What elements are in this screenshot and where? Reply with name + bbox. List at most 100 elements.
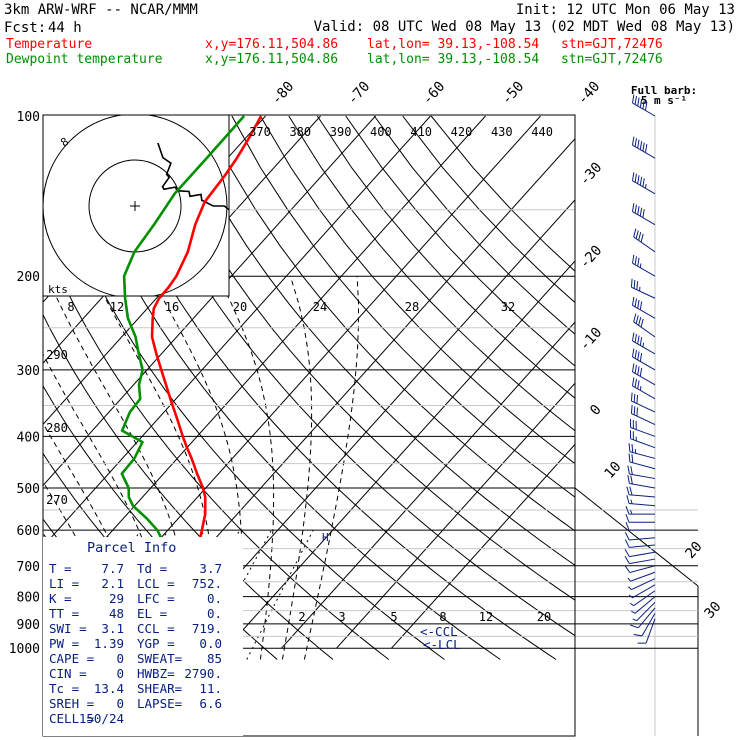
parcel-info-cell: LI = — [49, 576, 79, 591]
isotherm-label: -80 — [269, 79, 298, 109]
dry-adiabat — [89, 115, 557, 660]
dry-adiabat — [231, 115, 575, 498]
parcel-info-cell: SWEAT= — [137, 651, 182, 666]
parcel-info-cell: SREH = — [49, 696, 94, 711]
mixing-ratio-label: 2 — [298, 610, 305, 624]
parcel-info-cell: 150/24 — [79, 711, 124, 726]
isotherm-label: -70 — [345, 79, 374, 109]
wind-barb — [624, 549, 656, 558]
dry-adiabat-label: 280 — [46, 421, 68, 435]
wind-barb — [629, 418, 656, 437]
hodograph-ring-value: 16 — [165, 300, 179, 314]
dry-adiabat — [373, 115, 575, 335]
wind-barb — [624, 539, 656, 548]
dry-adiabat — [60, 115, 501, 660]
wind-barb — [626, 486, 656, 498]
theta-e-label: 370 — [249, 125, 271, 139]
parcel-info-cell: 752. — [192, 576, 222, 591]
wind-barb — [631, 172, 656, 195]
theta-e-label: 430 — [491, 125, 513, 139]
valid-time: Valid: 08 UTC Wed 08 May 13 (02 MDT Wed … — [314, 19, 735, 35]
pressure-tick-label: 1000 — [9, 642, 40, 657]
parcel-info-cell: PW = — [49, 636, 79, 651]
parcel-info-cell: Tc = — [49, 681, 79, 696]
mixing-ratio-label: 8 — [439, 610, 446, 624]
hodograph-ring — [43, 115, 228, 296]
theta-e-label: 380 — [289, 125, 311, 139]
dewpoint-latlon: lat,lon= 39.13,-108.54 — [367, 52, 539, 67]
parcel-info-cell: 2.1 — [101, 576, 124, 591]
parcel-info-cell: 0 — [116, 666, 124, 681]
theta-e-label: 420 — [451, 125, 473, 139]
hodograph-ring-value: 24 — [313, 300, 327, 314]
parcel-info-cell: 29 — [109, 591, 124, 606]
isotherm-line — [43, 115, 431, 548]
hodograph-ring-value: 20 — [233, 300, 247, 314]
mixing-ratio-line — [246, 529, 314, 660]
wind-barb — [628, 443, 656, 459]
parcel-info-cell: 0. — [207, 591, 222, 606]
isotherm-label: 30 — [701, 599, 724, 622]
wind-barb — [625, 514, 655, 523]
wind-barb — [628, 578, 656, 591]
lcl-marker: <-LCL — [423, 637, 461, 652]
dewpoint-legend: Dewpoint temperature — [6, 52, 163, 67]
wind-barb — [631, 363, 656, 386]
theta-e-label: 440 — [531, 125, 553, 139]
parcel-info-cell: 6.6 — [199, 696, 222, 711]
isotherm-label: 10 — [601, 459, 624, 482]
ccl-marker: <-CCL — [420, 624, 458, 639]
moist-adiabat — [303, 276, 360, 660]
parcel-info-cell: 7.7 — [101, 561, 124, 576]
parcel-info-cell: YGP = — [137, 636, 175, 651]
dry-adiabat-label: 270 — [46, 493, 68, 507]
fcst-hours: 44 h — [48, 20, 82, 36]
isotherm-label: -30 — [577, 160, 606, 190]
parcel-info-cell: 3.1 — [101, 621, 124, 636]
parcel-info-cell: 0. — [207, 606, 222, 621]
plot-frame — [42, 114, 576, 737]
parcel-info-cell: 11. — [199, 681, 222, 696]
frame-edge — [574, 487, 699, 587]
dry-adiabat — [146, 115, 575, 601]
wind-barb — [631, 596, 656, 614]
wind-barb — [637, 618, 656, 644]
isotherm-line — [336, 382, 575, 649]
wind-barb — [627, 474, 656, 489]
isotherm-line — [171, 199, 575, 649]
moist-adiabat — [217, 275, 275, 660]
parcel-info-box: Parcel Info T = 7.7 Td = 3.7 LI = 2.1 LCL = 752… — [43, 537, 243, 736]
wind-barb — [631, 348, 656, 371]
wind-barb — [624, 565, 656, 573]
mixing-ratio-label: 5 — [390, 610, 397, 624]
dry-adiabat — [43, 313, 334, 660]
dry-adiabat — [43, 236, 390, 660]
fcst-label: Fcst: — [4, 20, 46, 36]
pressure-tick-label: 500 — [17, 482, 40, 497]
wind-barb — [624, 532, 656, 541]
parcel-info-cell: SWI = — [49, 621, 87, 636]
parcel-info-title: Parcel Info — [87, 540, 176, 556]
theta-e-label: 390 — [330, 125, 352, 139]
parcel-info-cell: CAPE = — [49, 651, 94, 666]
wind-barb — [630, 405, 656, 426]
dry-adiabat — [288, 115, 575, 432]
wind-barb — [629, 590, 656, 607]
wind-barb — [630, 278, 656, 299]
wind-barb — [628, 453, 656, 470]
parcel-info-cell: TT = — [49, 606, 79, 621]
init-time: Init: 12 UTC Mon 06 May 13 — [516, 2, 735, 18]
wind-barb — [624, 555, 656, 565]
moist-adiabat — [281, 276, 313, 660]
parcel-info-cell: 3.7 — [199, 561, 222, 576]
wind-barb — [628, 584, 656, 599]
hodograph-units: kts — [48, 283, 68, 296]
parcel-info-cell: 0.0 — [199, 636, 222, 651]
wind-barb — [631, 136, 656, 159]
parcel-info-cell: 0 — [116, 696, 124, 711]
wind-barb — [633, 228, 656, 253]
isotherm-line — [391, 443, 575, 649]
hodograph-ring-value: 28 — [405, 300, 419, 314]
parcel-info-cell: LFC = — [137, 591, 175, 606]
